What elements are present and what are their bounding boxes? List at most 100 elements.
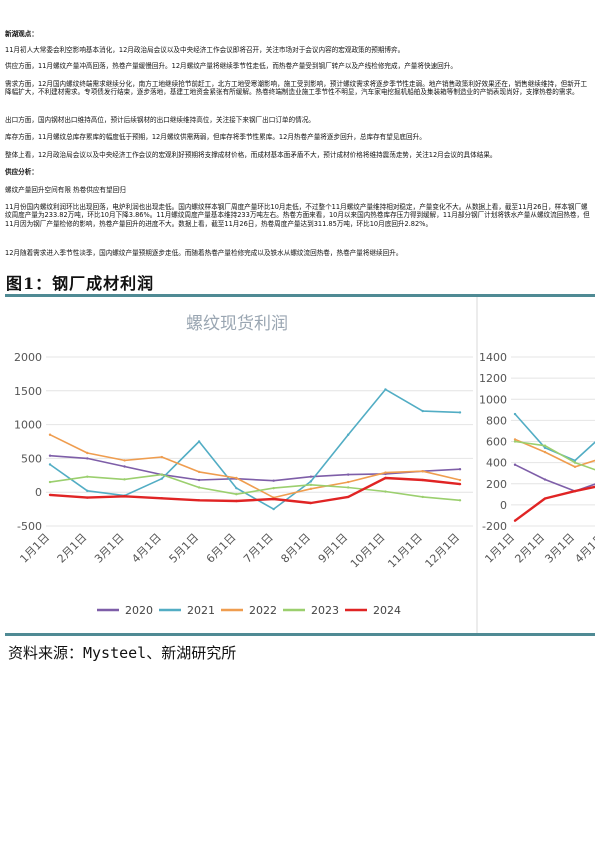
data-point [458,411,462,414]
data-point [309,501,313,505]
legend-label: 2024 [373,604,401,617]
data-point [48,454,52,457]
data-point [197,478,201,482]
data-point [197,440,201,443]
data-point [235,486,238,490]
legend-label: 2020 [125,604,153,617]
data-point [573,461,577,464]
data-point [513,438,517,441]
y-tick-label: 1400 [479,351,507,364]
data-point [272,507,275,511]
data-point [160,497,164,500]
data-point [309,475,313,478]
data-point [458,468,462,471]
y-tick-label: 0 [35,486,42,499]
x-tick-label: 12月1日 [423,531,463,571]
series-line-2021 [49,388,461,510]
data-point [384,388,387,391]
data-point [346,473,350,476]
legend-label: 2021 [187,604,215,617]
data-point [346,486,350,489]
x-tick-label: 2月1日 [55,531,90,566]
y-tick-label: -200 [482,520,507,533]
x-tick-label: 5月1日 [167,531,202,566]
y-tick-label: 1000 [479,393,507,406]
x-tick-label: 3月1日 [92,531,127,566]
data-point [48,433,52,436]
x-tick-label: 3月1日 [542,531,577,566]
paragraph-supply-outlook: 12月随着需求进入季节性淡季，国内螺纹产量预期逐步走低。而随着热卷产量检修完成以… [5,249,403,257]
data-point [421,478,424,482]
x-tick-label: 9月1日 [316,531,351,566]
x-tick-label: 7月1日 [241,531,276,566]
data-point [86,457,89,460]
data-point [235,493,238,496]
chart-title: 螺纹现货利润 [186,314,288,334]
data-point [346,480,350,484]
data-point [86,475,89,478]
data-point [123,478,126,481]
data-point [543,497,547,500]
data-point [513,463,517,466]
x-tick-label: 10月1日 [348,531,388,571]
data-point [123,495,126,498]
data-point [123,465,126,468]
data-point [48,480,52,484]
y-tick-label: 1500 [14,385,42,398]
data-point [543,478,547,481]
y-tick-label: 800 [486,414,507,427]
series-line-series-3 [514,440,595,471]
paragraph-inventory: 库存方面，11月螺纹总库存累库的幅度低于预期，12月螺纹供需两弱，但库存将季节性… [5,133,426,141]
x-tick-label: 11月1日 [385,531,425,571]
data-point [573,465,577,469]
figure-title: 图1：钢厂成材利润 [6,274,155,293]
figure-top-rule [5,294,595,297]
data-point [86,496,89,499]
data-point [384,471,387,474]
data-point [458,499,462,502]
data-point [573,489,577,493]
data-point [197,470,201,474]
data-point [573,459,577,462]
data-point [272,486,275,490]
paragraph-macro: 11月初人大常委会利空影响基本消化，12月政治局会议以及中央经济工作会议即将召开… [5,46,405,54]
data-point [197,486,201,489]
data-point [272,479,275,482]
x-tick-label: 6月1日 [204,531,239,566]
data-point [160,473,164,476]
data-point [235,476,238,480]
legend-label: 2022 [249,604,277,617]
data-point [309,483,313,486]
data-point [48,493,52,497]
data-point [513,519,517,522]
x-tick-label: 4月1日 [572,531,595,566]
y-tick-label: 500 [21,452,42,465]
data-point [543,444,547,447]
y-tick-label: 0 [500,499,507,512]
data-point [346,495,350,499]
data-point [309,480,313,483]
data-point [272,497,275,501]
data-point [48,463,52,466]
chart-frame: 螺纹现货利润 -500 0 500 1000 1500 2000 1月1日 2月1日 3月1日 4月… [5,297,595,633]
paragraph-supply-title: 螺纹产量回升空间有限 热卷供应有望回归 [5,186,126,194]
data-point [513,412,517,416]
data-point [123,459,126,462]
data-point [160,477,164,480]
section-heading-supply: 供应分析： [5,168,38,176]
paragraph-summary: 整体上看，12月政治局会议以及中央经济工作会议的宏观利好预期将支撑成材价格，而成… [5,151,497,159]
x-tick-label: 2月1日 [512,531,547,566]
x-tick-label: 4月1日 [129,531,164,566]
series-line-2023 [49,473,461,502]
x-tick-label: 8月1日 [278,531,313,566]
data-point [421,470,424,473]
paragraph-demand: 需求方面，12月国内螺纹终端需求继续分化，南方工地继续抢节前赶工，北方工地受寒潮… [5,80,588,97]
data-point [543,450,547,454]
y-tick-label: 1000 [14,419,42,432]
y-tick-label: 600 [486,436,507,449]
series-line-series-2 [514,438,595,468]
data-point [384,490,387,493]
x-tick-label: 1月1日 [482,531,517,566]
figure-source: 资料来源：Mysteel、新湖研究所 [8,644,237,662]
